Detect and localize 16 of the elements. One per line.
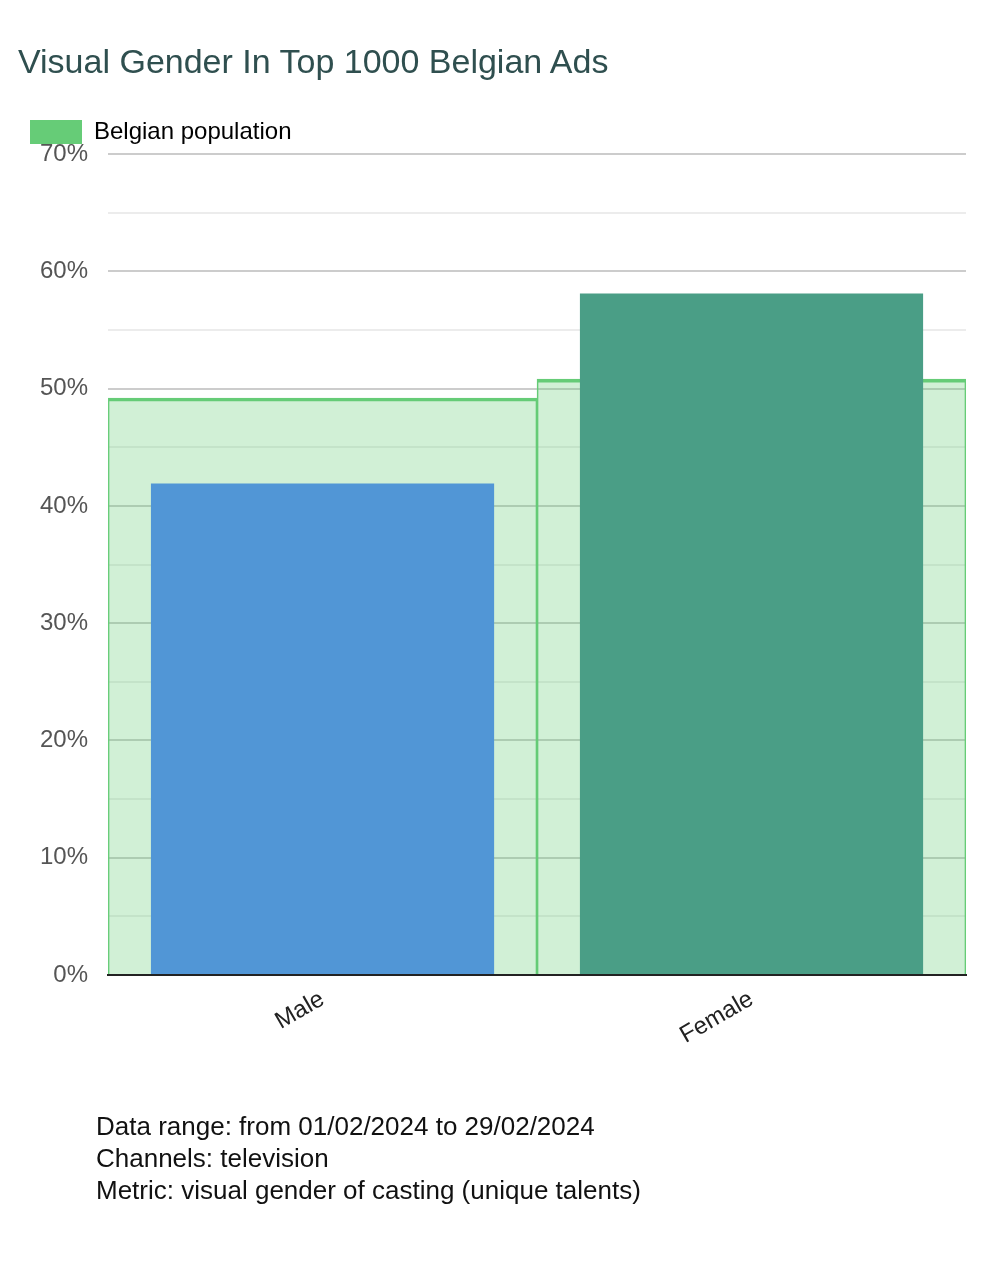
- bar: [579, 293, 924, 975]
- text: Data range: from 01/02/2024 to 29/02/2024: [96, 1111, 595, 1141]
- y-tick-label: 40%: [39, 490, 89, 518]
- bar: [150, 483, 495, 975]
- y-tick-label: 50%: [39, 373, 89, 401]
- y-tick-label: 20%: [39, 725, 89, 753]
- text: Channels: television: [96, 1143, 329, 1173]
- chart-title: Visual Gender In Top 1000 Belgian Ads: [18, 42, 609, 81]
- y-tick-label: 30%: [39, 607, 89, 635]
- y-tick-label: 60%: [39, 255, 89, 283]
- y-tick-label: 0%: [53, 959, 89, 987]
- x-tick-label: Male: [269, 984, 329, 1034]
- text: Metric: visual gender of casting (unique talents): [96, 1175, 641, 1205]
- y-tick-label: 10%: [39, 842, 89, 870]
- y-tick-label: 70%: [39, 138, 89, 166]
- legend-label: Belgian population: [94, 116, 292, 144]
